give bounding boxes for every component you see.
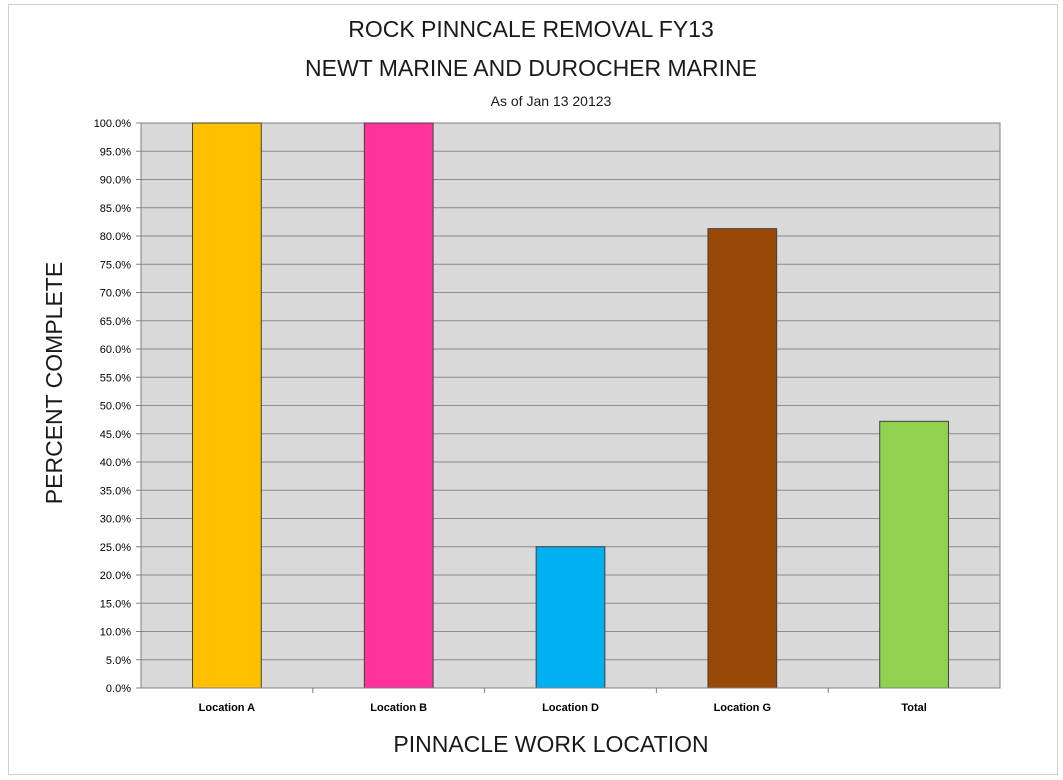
- y-tick-label: 40.0%: [100, 457, 131, 469]
- bars: [192, 122, 949, 689]
- x-tick-label: Location B: [370, 702, 427, 714]
- y-axis-ticks: 0.0% 5.0% 10.0% 15.0% 20.0% 25.0% 30.0% 35.0% 40…: [94, 118, 141, 695]
- y-tick-label: 60.0%: [100, 344, 131, 356]
- x-tick-label: Total: [901, 702, 926, 714]
- y-tick-label: 0.0%: [106, 683, 131, 695]
- y-tick-label: 70.0%: [100, 288, 131, 300]
- y-tick-label: 10.0%: [100, 627, 131, 639]
- bar-total: [879, 420, 949, 689]
- chart-date-note: As of Jan 13 20123: [491, 93, 612, 109]
- chart-subtitle: NEWT MARINE AND DUROCHER MARINE: [305, 55, 757, 81]
- y-tick-label: 85.0%: [100, 203, 131, 215]
- y-tick-label: 75.0%: [100, 259, 131, 271]
- y-tick-label: 100.0%: [94, 118, 132, 130]
- bar-location-d: [535, 546, 606, 689]
- y-tick-label: 95.0%: [100, 146, 131, 158]
- y-tick-label: 25.0%: [100, 542, 131, 554]
- y-axis-title: PERCENT COMPLETE: [41, 262, 67, 504]
- y-tick-label: 45.0%: [100, 429, 131, 441]
- x-tick-label: Location D: [542, 702, 599, 714]
- bar-location-a: [192, 122, 262, 689]
- y-tick-label: 50.0%: [100, 401, 131, 413]
- y-tick-label: 65.0%: [100, 316, 131, 328]
- y-tick-label: 30.0%: [100, 514, 131, 526]
- x-axis-title: PINNACLE WORK LOCATION: [393, 731, 708, 757]
- y-tick-label: 80.0%: [100, 231, 131, 243]
- chart-title: ROCK PINNCALE REMOVAL FY13: [348, 16, 714, 42]
- y-tick-label: 5.0%: [106, 655, 131, 667]
- x-tick-label: Location A: [199, 702, 255, 714]
- x-axis-ticks: Location A Location B Location D Location G…: [199, 688, 927, 714]
- bar-location-b: [363, 122, 434, 689]
- y-tick-label: 90.0%: [100, 175, 131, 187]
- y-tick-label: 55.0%: [100, 372, 131, 384]
- y-tick-label: 15.0%: [100, 598, 131, 610]
- bar-location-g: [707, 228, 778, 689]
- y-tick-label: 35.0%: [100, 485, 131, 497]
- y-tick-label: 20.0%: [100, 570, 131, 582]
- x-tick-label: Location G: [714, 702, 771, 714]
